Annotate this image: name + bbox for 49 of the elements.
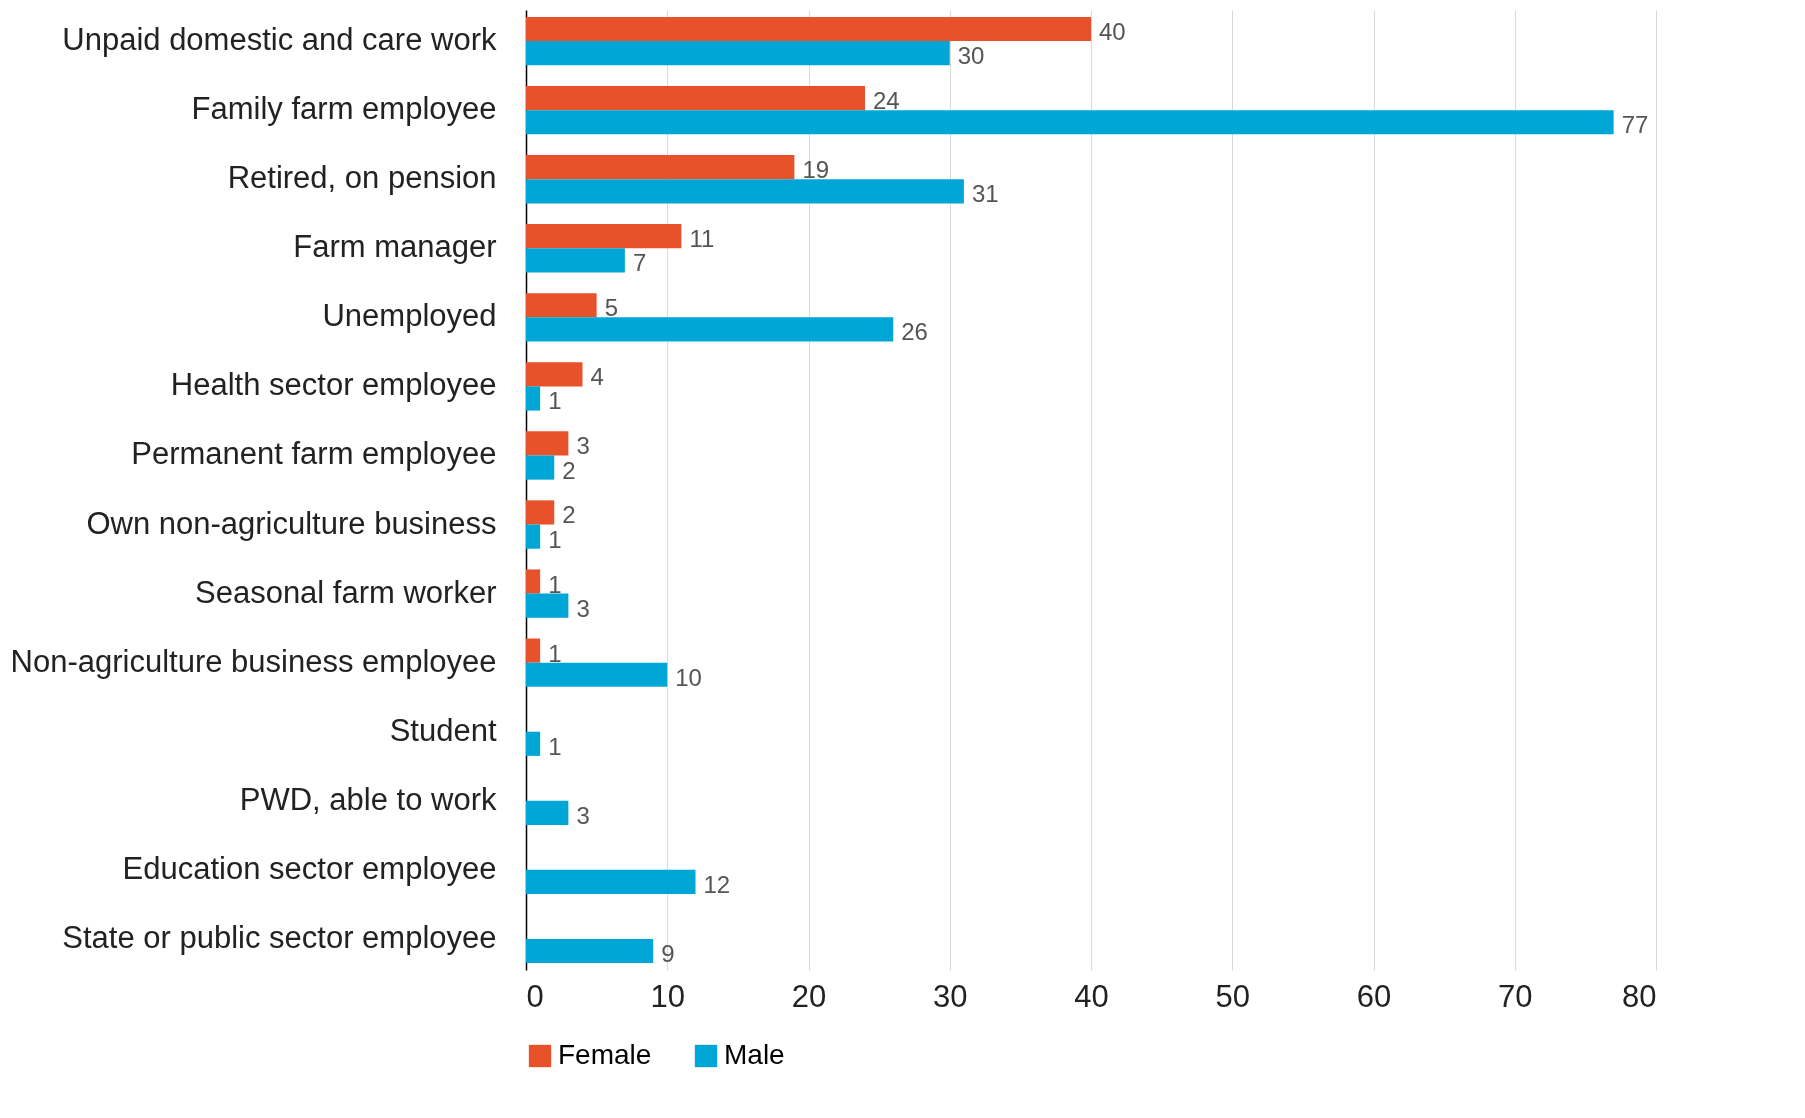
- y-tick-label: Unemployed: [322, 298, 497, 334]
- x-tick-label: 0: [526, 978, 544, 1014]
- x-tick-label: 10: [650, 978, 685, 1014]
- y-tick-label: Unpaid domestic and care work: [62, 22, 497, 58]
- y-tick-label: Retired, on pension: [227, 160, 497, 196]
- x-tick-label: 50: [1215, 978, 1250, 1014]
- x-tick-label: 40: [1074, 978, 1109, 1014]
- data-label: 3: [576, 801, 590, 829]
- y-tick-label: Education sector employee: [122, 850, 497, 886]
- data-label: 11: [689, 225, 715, 253]
- data-label: 30: [957, 42, 985, 70]
- data-label: 12: [703, 870, 731, 898]
- x-tick-label: 30: [933, 978, 968, 1014]
- y-tick-label: Seasonal farm worker: [194, 574, 497, 610]
- x-tick-label: 70: [1498, 978, 1533, 1014]
- y-tick-label: Health sector employee: [170, 367, 497, 403]
- y-tick-label: Farm manager: [293, 229, 497, 265]
- x-tick-label: 20: [791, 978, 827, 1014]
- y-tick-label: Family farm employee: [191, 91, 497, 127]
- data-label: 26: [901, 318, 928, 346]
- legend-label: Male: [724, 1039, 785, 1070]
- data-label: 77: [1621, 111, 1649, 139]
- y-tick-label: PWD, able to work: [239, 781, 497, 817]
- data-label: 2: [562, 501, 576, 529]
- data-label: 1: [548, 525, 562, 553]
- y-tick-label: Non-agriculture business employee: [10, 643, 497, 679]
- data-label: 7: [632, 249, 647, 277]
- data-label: 19: [802, 156, 830, 184]
- data-label: 40: [1099, 17, 1126, 45]
- data-label: 9: [661, 940, 675, 968]
- data-label: 1: [548, 639, 562, 667]
- data-label: 10: [675, 663, 702, 691]
- legend-label: Female: [558, 1039, 652, 1070]
- data-label: 1: [548, 570, 562, 598]
- data-label: 1: [548, 732, 562, 760]
- data-label: 24: [873, 87, 900, 115]
- y-tick-label: Student: [389, 712, 497, 748]
- data-label: 3: [576, 594, 590, 622]
- x-tick-label: 80: [1622, 978, 1657, 1014]
- data-label: 4: [590, 363, 604, 391]
- data-label: 5: [604, 294, 618, 322]
- x-tick-label: 60: [1356, 978, 1392, 1014]
- y-tick-label: State or public sector employee: [62, 919, 497, 955]
- data-label: 2: [562, 456, 576, 484]
- y-tick-label: Own non-agriculture business: [86, 505, 497, 541]
- data-label: 31: [971, 180, 999, 208]
- data-label: 3: [576, 432, 590, 460]
- data-label: 1: [548, 387, 562, 415]
- y-tick-label: Permanent farm employee: [131, 436, 497, 472]
